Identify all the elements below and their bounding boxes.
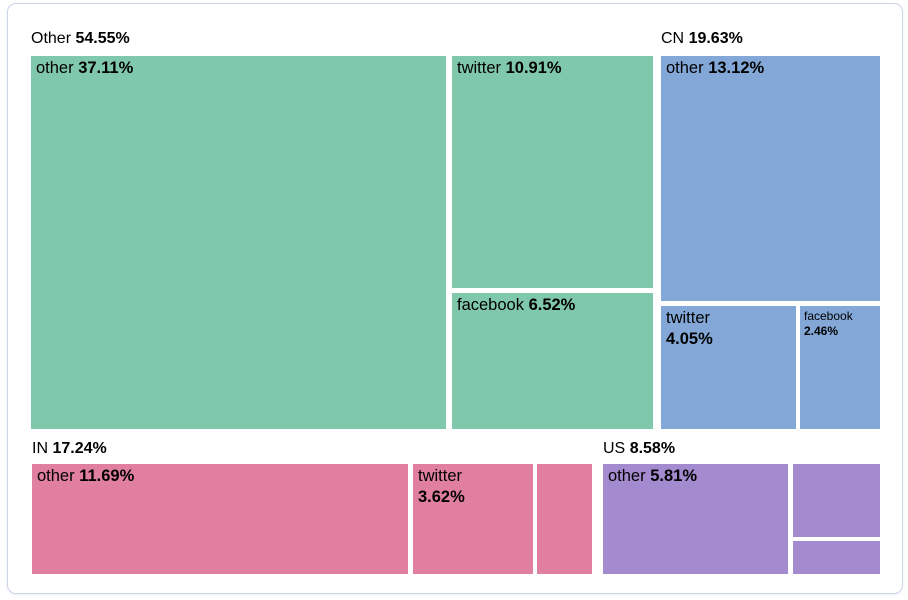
cell-value: 3.62% [418, 488, 465, 506]
treemap-cell-us-other[interactable]: other 5.81% [603, 464, 788, 574]
cell-value: 6.52% [528, 296, 576, 314]
treemap-group-header-us[interactable]: US 8.58% [603, 439, 675, 459]
group-value: 54.55% [75, 30, 130, 47]
treemap-cell-other-other[interactable]: other 37.11% [31, 56, 446, 429]
treemap-cell-other-twitter[interactable]: twitter 10.91% [452, 56, 653, 288]
group-value: 17.24% [52, 440, 107, 457]
cell-value: 10.91% [505, 59, 562, 77]
treemap-cell-cn-other[interactable]: other 13.12% [661, 56, 880, 301]
treemap-cell-other-facebook[interactable]: facebook 6.52% [452, 293, 653, 429]
cell-value: 4.05% [666, 330, 713, 348]
cell-label: other [608, 467, 646, 485]
treemap-plot: Other 54.55% other 37.11% twitter 10.91% fa… [31, 29, 880, 574]
treemap-cell-cn-facebook[interactable]: facebook 2.46% [800, 306, 880, 429]
group-label: CN [661, 30, 685, 47]
treemap-cell-in-twitter[interactable]: twitter 3.62% [413, 464, 533, 574]
group-label: US [603, 440, 626, 457]
group-label: Other [31, 30, 72, 47]
group-value: 8.58% [629, 440, 676, 457]
cell-label: twitter [457, 59, 502, 77]
treemap-group-header-cn[interactable]: CN 19.63% [661, 29, 743, 49]
cell-value: 2.46% [804, 324, 839, 338]
cell-value: 37.11% [78, 59, 134, 77]
cell-value: 5.81% [650, 467, 697, 485]
treemap-cell-in-unlabeled[interactable] [537, 464, 592, 574]
treemap-cell-us-unlabeled[interactable] [793, 464, 880, 537]
cell-label: twitter [418, 467, 463, 485]
group-value: 19.63% [688, 30, 743, 47]
cell-label: other [666, 59, 704, 77]
cell-label: twitter [666, 309, 711, 327]
treemap-group-header-other[interactable]: Other 54.55% [31, 29, 130, 49]
cell-value: 13.12% [708, 59, 765, 77]
chart-card: Other 54.55% other 37.11% twitter 10.91% fa… [7, 3, 903, 594]
cell-label: other [37, 467, 75, 485]
treemap-cell-in-other[interactable]: other 11.69% [32, 464, 408, 574]
cell-value: 11.69% [79, 467, 135, 485]
cell-label: other [36, 59, 74, 77]
treemap-cell-us-unlabeled[interactable] [793, 541, 880, 574]
cell-label: facebook [804, 309, 853, 323]
treemap-cell-cn-twitter[interactable]: twitter 4.05% [661, 306, 796, 429]
cell-label: facebook [457, 296, 524, 314]
treemap-group-header-in[interactable]: IN 17.24% [32, 439, 107, 459]
group-label: IN [32, 440, 48, 457]
